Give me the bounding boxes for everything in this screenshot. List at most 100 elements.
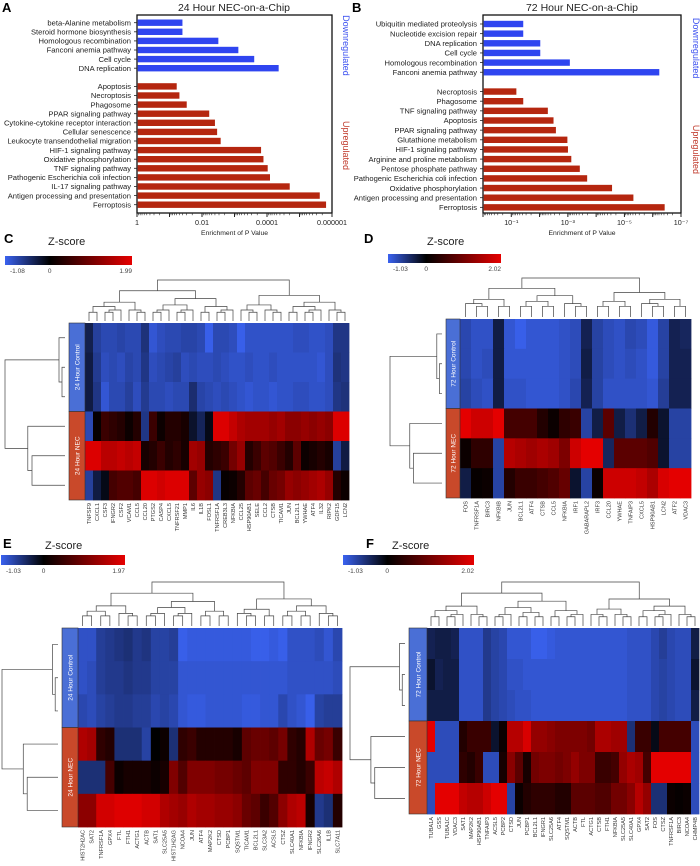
heatmap-cell: [539, 721, 548, 753]
gene-label: YWHAE: [303, 503, 309, 524]
heatmap-cell: [515, 783, 524, 815]
plot-frame: [482, 14, 682, 214]
heatmap-cell: [427, 690, 436, 722]
heatmap-cell: [149, 352, 158, 383]
heatmap-cell: [658, 348, 670, 380]
dendrogram-branch: [649, 298, 681, 307]
gene-label: SQSTM1: [565, 817, 571, 840]
heatmap-cell: [523, 721, 532, 753]
heatmap-cell: [523, 690, 532, 722]
colorbar-tick-label: -1.03: [393, 266, 408, 273]
dendrogram-branch: [439, 363, 442, 394]
heatmap-cell: [667, 721, 676, 753]
dendrogram-branch: [575, 305, 587, 317]
heatmap-cell: [169, 628, 179, 662]
row-group-box: [68, 411, 86, 501]
heatmap-cell: [309, 382, 318, 412]
heatmap-cell: [141, 661, 152, 695]
category-label: Nucleotide excision repair: [390, 29, 477, 38]
heatmap-cell: [150, 727, 161, 762]
heatmap-cell: [691, 721, 700, 753]
heatmap-cell: [451, 752, 460, 784]
gene-label: SAT2: [645, 817, 651, 831]
heatmap-cell: [526, 468, 538, 499]
heatmap-cell: [165, 323, 174, 353]
bar: [137, 19, 183, 26]
heatmap-cell: [435, 752, 444, 784]
heatmap-cell: [123, 628, 134, 662]
heatmap-cell: [96, 760, 106, 795]
gene-label: GABARAPL2: [585, 501, 591, 534]
heatmap-cell: [587, 628, 596, 660]
dendrogram-branch: [300, 615, 311, 626]
gene-label: CCL20: [607, 501, 613, 518]
dendrogram-branch: [282, 615, 293, 626]
heatmap-cell: [261, 411, 270, 442]
gene-label: HSP90AB1: [477, 817, 483, 845]
heatmap-cell: [539, 659, 548, 691]
heatmap-cell: [571, 783, 580, 815]
heatmap-cell: [482, 319, 494, 350]
heatmap-cell: [625, 408, 637, 439]
x-tick-label: 10⁻⁷: [674, 218, 689, 227]
heatmap-cell: [214, 760, 225, 795]
bar: [483, 194, 634, 201]
heatmap-cell: [309, 411, 318, 442]
gene-label: HSP90AB1: [247, 503, 253, 531]
heatmap-cell: [197, 441, 206, 471]
category-label: Steroid hormone biosynthesis: [31, 28, 131, 37]
heatmap-cell: [250, 760, 261, 795]
heatmap-cell: [581, 468, 593, 499]
heatmap-cell: [285, 441, 294, 471]
chart-title: 24 Hour NEC-on-a-Chip: [178, 2, 290, 14]
dendrogram-branch: [470, 614, 484, 626]
heatmap-cell: [526, 348, 538, 380]
heatmap-cell: [451, 783, 460, 815]
bar: [483, 107, 548, 115]
series-label: Downregulated: [691, 18, 700, 79]
heatmap-cell: [123, 727, 134, 762]
heatmap-cell: [595, 721, 604, 753]
dendrogram-branch: [177, 613, 193, 626]
heatmap-cell: [507, 752, 516, 784]
heatmap-cell: [277, 323, 286, 353]
dendrogram-branch: [504, 607, 532, 615]
dendrogram-branch: [176, 311, 186, 321]
heatmap-cell: [563, 628, 572, 660]
bar: [137, 92, 180, 99]
bar-chart-B: B 72 Hour NEC-on-a-Chip 10⁻¹ 10⁻³ 10⁻⁵ 10⁻⁷ En…: [352, 0, 700, 237]
heatmap-cell: [285, 382, 294, 412]
heatmap-cell: [460, 378, 472, 409]
gene-label: TICAM1: [244, 830, 250, 851]
heatmap-cell: [237, 470, 246, 501]
gene-label: LCN2: [343, 503, 349, 517]
heatmap-cell: [101, 352, 110, 383]
dendrogram-branch: [174, 298, 217, 307]
dendrogram-branch: [86, 610, 106, 616]
dendrogram-branch: [517, 600, 567, 611]
gene-label: CSF2: [119, 503, 125, 517]
heatmap-cell: [150, 760, 161, 795]
heatmap-cell: [643, 628, 652, 660]
heatmap-cell: [587, 690, 596, 722]
heatmap-cell: [627, 752, 636, 784]
heatmap-cell: [125, 352, 134, 383]
heatmap-cell: [651, 628, 660, 660]
gene-label: BCL2L1: [519, 501, 525, 521]
heatmap-E: E Z-score -1.03 0 1.97 24 Hour Control 24 Hour…: [1, 536, 343, 861]
gene-label: CTSZ: [661, 816, 667, 831]
category-label: Arginine and proline metabolism: [369, 155, 477, 164]
heatmap-cell: [647, 319, 659, 350]
dendrogram-branch: [308, 309, 322, 321]
dendrogram-branch: [654, 616, 664, 626]
heatmap-cell: [87, 793, 97, 828]
heatmap-cell: [475, 752, 484, 784]
heatmap-cell: [603, 783, 612, 815]
gene-label: IFNGR1: [541, 817, 547, 838]
heatmap-cell: [87, 628, 97, 662]
heatmap-cell: [205, 411, 214, 442]
heatmap-cell: [78, 760, 88, 795]
heatmap-cell: [659, 690, 668, 722]
gene-label: TNFRSF1A: [475, 501, 481, 530]
heatmap-cell: [173, 352, 182, 383]
